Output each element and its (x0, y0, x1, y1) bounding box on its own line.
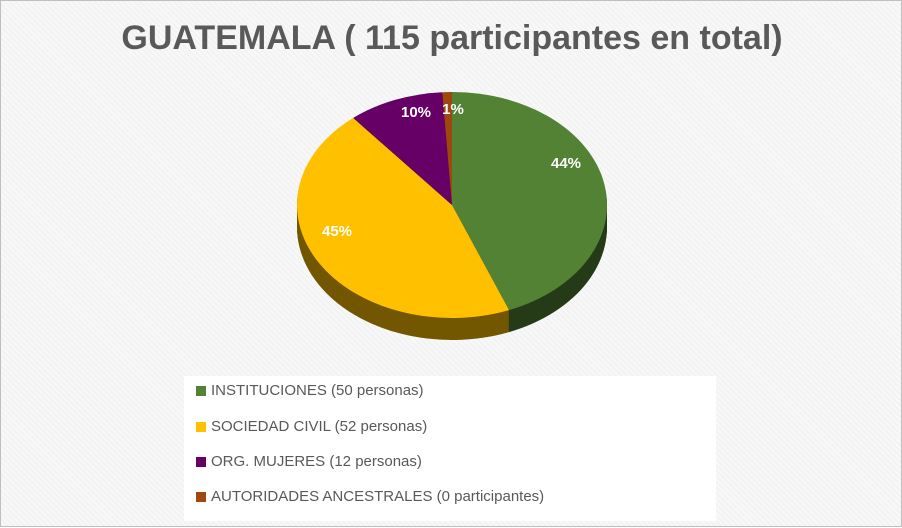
legend-label: AUTORIDADES ANCESTRALES (0 participantes… (211, 488, 545, 505)
data-label: 1% (442, 101, 464, 118)
legend-item-instituciones: INSTITUCIONES (50 personas) (196, 382, 424, 399)
slice-1 (297, 117, 510, 318)
legend-swatch (196, 456, 206, 467)
legend-swatch (196, 385, 206, 396)
legend: INSTITUCIONES (50 personas) SOCIEDAD CIV… (184, 376, 716, 521)
legend-label: ORG. MUJERES (12 personas) (211, 453, 422, 470)
legend-swatch (196, 491, 206, 502)
legend-item-autoridades-ancestrales: AUTORIDADES ANCESTRALES (0 participantes… (196, 488, 544, 505)
slice-0 (452, 92, 607, 311)
data-label: 10% (401, 104, 431, 121)
legend-swatch (196, 421, 206, 432)
legend-label: INSTITUCIONES (50 personas) (211, 382, 424, 399)
data-label: 45% (322, 223, 352, 240)
legend-label: SOCIEDAD CIVIL (52 personas) (211, 418, 428, 435)
data-label: 44% (551, 155, 581, 172)
legend-item-org-mujeres: ORG. MUJERES (12 personas) (196, 453, 422, 470)
legend-item-sociedad-civil: SOCIEDAD CIVIL (52 personas) (196, 418, 427, 435)
slice-2 (353, 92, 452, 205)
slice-3 (442, 92, 452, 205)
chart-title: GUATEMALA ( 115 participantes en total) (121, 19, 783, 57)
